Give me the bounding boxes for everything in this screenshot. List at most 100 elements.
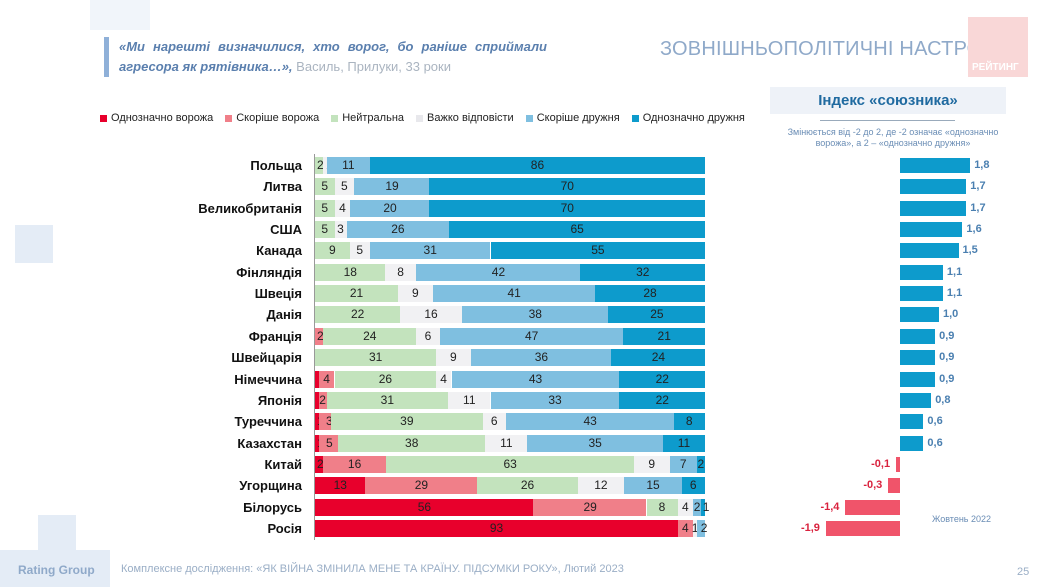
bar-segment [315,178,335,196]
bar-value-label: 9 [449,350,457,365]
bar-value-label: 2 [697,456,705,471]
category-label: Японія [257,392,302,408]
bar-value-label: 5 [356,243,364,258]
bar-segment [533,498,647,516]
index-bar [825,520,900,536]
bar-value-label: 93 [489,520,504,535]
bar-segment [451,370,620,388]
bar-value-label: 9 [648,456,655,471]
category-label: Китай [264,456,302,472]
category-label: Швейцарія [231,350,302,366]
index-value: -0,3 [863,479,883,492]
bar-value-label: 6 [424,328,432,343]
bar-segment [471,349,612,367]
bar-segment [354,178,430,196]
bar-segment [594,285,705,303]
bar-value-label: 4 [682,499,689,514]
bar-value-label: 21 [657,328,671,343]
bar-value-label: 32 [636,264,650,279]
bar-segment [484,434,528,452]
bar-segment [315,370,319,388]
bar-segment [318,370,335,388]
bar-segment [619,370,705,388]
index-bar [900,243,959,259]
bar-value-label: 2 [693,499,701,514]
decor-square [0,550,110,587]
index-title: Індекс «союзника» [770,87,1006,114]
category-label: Казахстан [237,435,302,451]
bar-value-label: 13 [333,478,347,493]
logo-text: РЕЙТИНГ [972,62,1019,73]
bar-value-label: 33 [548,392,562,407]
bar-value-label: 3 [326,414,333,429]
index-value: 1,1 [946,287,963,300]
bar-segment [315,306,400,324]
bar-value-label: 26 [378,371,393,386]
bar-segment [315,327,323,345]
category-label: Угорщина [239,478,302,494]
category-label: Фінляндія [236,264,302,280]
index-value: 0,9 [939,372,955,385]
bar-value-label: 56 [417,499,432,514]
bar-value-label: 20 [383,200,397,215]
legend-item: Нейтральна [331,112,404,124]
legend-label: Скоріше дружня [536,112,620,124]
bar-value-label: 5 [341,179,348,194]
index-value: 1,0 [943,308,959,321]
bar-segment [623,477,682,495]
bar-value-label: 12 [594,478,608,493]
bar-segment [315,519,678,537]
bar-segment [315,285,398,303]
bar-segment [322,327,417,345]
bar-segment [385,455,635,473]
index-bar [900,435,924,451]
index-bar [900,200,967,216]
quote: «Ми нарешті визначилися, хто ворог, бо р… [104,37,547,77]
bar-segment [318,391,327,409]
bar-value-label: 1 [702,499,710,514]
bar-value-label: 6 [689,478,697,493]
bar-segment [697,519,705,537]
bar-value-label: 29 [414,478,429,493]
bar-segment [611,349,705,367]
index-value: 1,6 [966,223,982,236]
index-value: 1,7 [970,180,986,193]
category-label: Німеччина [234,371,302,387]
bar-value-label: 2 [317,456,324,471]
bar-value-label: 22 [350,307,365,322]
bar-segment [448,221,705,239]
bar-value-label: 70 [560,200,574,215]
bar-segment [433,285,595,303]
legend-swatch [525,114,533,122]
category-label: Туреччина [234,414,302,430]
category-label: Росія [267,520,302,536]
bar-value-label: 5 [321,179,329,194]
bar-value-label: 16 [347,456,362,471]
bar-value-label: 8 [658,499,666,514]
bar-value-label: 2 [317,158,324,172]
legend-item: Однозначно ворожа [100,112,213,124]
quote-text: «Ми нарешті визначилися, хто ворог, бо р… [119,39,547,74]
legend-label: Важко відповісти [427,112,514,124]
bar-value-label: 11 [500,435,513,450]
bar-segment [334,221,347,239]
bar-segment [315,498,534,516]
footer-source: Комплексне дослідження: «ЯК ВІЙНА ЗМІНИЛ… [121,563,624,575]
index-value: 1,1 [946,265,963,278]
bar-value-label: 86 [530,158,545,172]
legend-swatch [631,114,639,122]
legend-item: Важко відповісти [416,112,514,124]
bar-value-label: 9 [329,243,336,258]
legend-item: Скоріше ворожа [225,112,319,124]
bar-segment [330,413,483,431]
bar-value-label: 15 [646,478,660,493]
bar-segment [673,413,705,431]
bar-value-label: 24 [363,328,377,343]
decor-square [38,515,76,555]
index-value: 0,9 [939,329,955,342]
legend: Однозначно ворожа Скоріше ворожа Нейтральн… [100,112,757,124]
category-label: США [270,222,302,238]
bar-segment [429,178,705,196]
bar-value-label: 47 [524,328,539,343]
index-value: 0,8 [935,393,951,406]
